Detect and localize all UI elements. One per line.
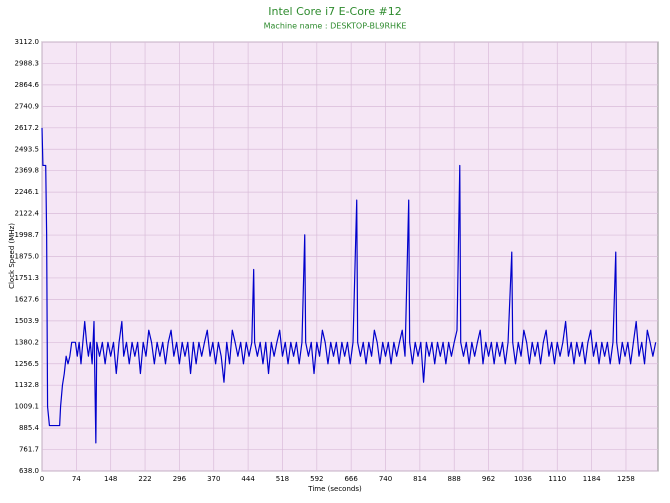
- y-tick-label: 3112.0: [15, 38, 40, 46]
- y-tick-label: 1132.8: [15, 381, 40, 389]
- x-axis-label: Time (seconds): [307, 485, 362, 493]
- y-tick-label: 2617.2: [15, 124, 40, 132]
- chart-title: Intel Core i7 E-Core #12: [268, 5, 401, 18]
- y-tick-label: 2369.8: [15, 167, 40, 175]
- x-tick-label: 148: [104, 475, 117, 483]
- x-tick-label: 592: [310, 475, 323, 483]
- x-tick-label: 1184: [583, 475, 601, 483]
- x-tick-label: 370: [207, 475, 220, 483]
- x-tick-label: 1036: [514, 475, 532, 483]
- y-tick-label: 1009.1: [15, 403, 40, 411]
- x-tick-label: 0: [40, 475, 44, 483]
- y-tick-label: 2988.3: [15, 59, 40, 67]
- x-tick-label: 222: [138, 475, 151, 483]
- y-tick-label: 761.7: [19, 446, 39, 454]
- y-tick-label: 638.0: [19, 467, 39, 475]
- y-tick-label: 1998.7: [15, 231, 40, 239]
- y-tick-label: 1380.2: [15, 338, 40, 346]
- y-tick-label: 1627.6: [15, 295, 40, 303]
- x-tick-label: 814: [413, 475, 427, 483]
- x-tick-label: 666: [344, 475, 358, 483]
- y-tick-label: 2246.1: [15, 188, 40, 196]
- y-tick-label: 1751.3: [15, 274, 40, 282]
- x-tick-label: 444: [241, 475, 255, 483]
- y-tick-label: 885.4: [19, 424, 40, 432]
- x-tick-label: 962: [482, 475, 495, 483]
- y-tick-label: 1875.0: [15, 253, 40, 261]
- y-tick-label: 1503.9: [15, 317, 40, 325]
- x-tick-label: 518: [276, 475, 289, 483]
- data-line: [41, 127, 657, 444]
- y-tick-label: 2740.9: [15, 102, 40, 110]
- y-tick-label: 2864.6: [15, 81, 40, 89]
- y-axis-label: Clock Speed (MHz): [8, 223, 16, 289]
- x-tick-label: 296: [173, 475, 187, 483]
- y-tick-label: 1256.5: [15, 360, 40, 368]
- y-tick-label: 2122.4: [15, 210, 40, 218]
- x-tick-label: 1258: [617, 475, 635, 483]
- chart-subtitle: Machine name : DESKTOP-BL9RHKE: [264, 22, 407, 31]
- x-tick-label: 1110: [548, 475, 566, 483]
- x-tick-label: 74: [72, 475, 81, 483]
- x-tick-label: 740: [379, 475, 392, 483]
- x-tick-label: 888: [448, 475, 461, 483]
- y-tick-label: 2493.5: [15, 145, 40, 153]
